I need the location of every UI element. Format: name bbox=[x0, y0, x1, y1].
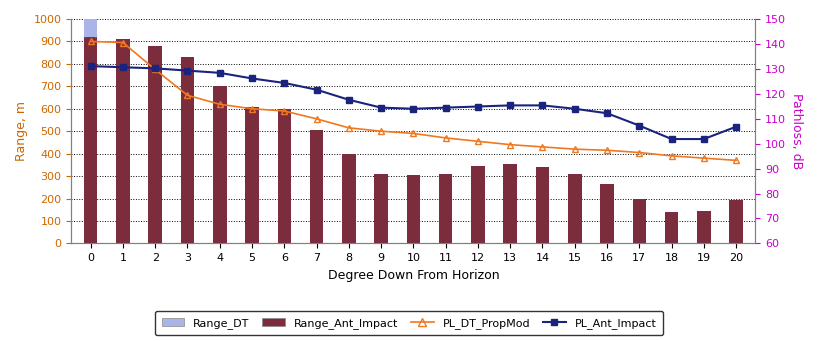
PL_DT_PropMod bbox=[118, 41, 128, 45]
PL_DT_PropMod bbox=[151, 68, 160, 72]
Bar bbox=[730, 199, 743, 243]
PL_Ant_Impact bbox=[312, 88, 321, 92]
Bar bbox=[407, 175, 420, 243]
Bar bbox=[632, 221, 646, 243]
PL_DT_PropMod bbox=[280, 109, 290, 113]
Bar bbox=[116, 48, 130, 243]
PL_Ant_Impact bbox=[731, 125, 741, 129]
PL_DT_PropMod bbox=[473, 139, 483, 143]
PL_DT_PropMod bbox=[506, 143, 515, 147]
Bar bbox=[568, 219, 582, 243]
PL_DT_PropMod bbox=[731, 158, 741, 162]
PL_DT_PropMod bbox=[570, 147, 580, 151]
PL_Ant_Impact bbox=[151, 66, 160, 70]
PL_Ant_Impact bbox=[699, 137, 708, 141]
PL_DT_PropMod bbox=[215, 102, 225, 106]
Bar bbox=[342, 154, 356, 243]
PL_Ant_Impact bbox=[344, 98, 353, 102]
Legend: Range_DT, Range_Ant_Impact, PL_DT_PropMod, PL_Ant_Impact: Range_DT, Range_Ant_Impact, PL_DT_PropMo… bbox=[155, 311, 663, 336]
Bar bbox=[665, 222, 678, 243]
Bar bbox=[632, 198, 646, 243]
Bar bbox=[310, 130, 323, 243]
Bar bbox=[568, 174, 582, 243]
Bar bbox=[697, 211, 711, 243]
PL_DT_PropMod bbox=[602, 148, 612, 152]
PL_DT_PropMod bbox=[667, 154, 676, 158]
Bar bbox=[697, 223, 711, 243]
PL_DT_PropMod bbox=[247, 107, 257, 111]
Bar bbox=[439, 174, 452, 243]
Bar bbox=[342, 195, 356, 243]
Bar bbox=[148, 46, 162, 243]
PL_Ant_Impact bbox=[376, 106, 386, 110]
Bar bbox=[148, 50, 162, 243]
PL_DT_PropMod bbox=[537, 145, 547, 149]
Bar bbox=[213, 147, 227, 243]
X-axis label: Degree Down From Horizon: Degree Down From Horizon bbox=[327, 269, 499, 282]
PL_Ant_Impact bbox=[506, 103, 515, 107]
PL_DT_PropMod bbox=[376, 129, 386, 133]
PL_Ant_Impact bbox=[602, 111, 612, 115]
PL_Ant_Impact bbox=[635, 123, 645, 128]
PL_Ant_Impact bbox=[537, 103, 547, 107]
Y-axis label: Pathloss, dB: Pathloss, dB bbox=[790, 93, 803, 169]
Bar bbox=[536, 217, 549, 243]
PL_DT_PropMod bbox=[699, 156, 708, 160]
Bar bbox=[116, 39, 130, 243]
Bar bbox=[213, 86, 227, 243]
Bar bbox=[375, 201, 388, 243]
Bar bbox=[503, 164, 517, 243]
PL_Ant_Impact bbox=[215, 71, 225, 75]
Bar bbox=[181, 57, 194, 243]
Bar bbox=[245, 106, 258, 243]
PL_Ant_Impact bbox=[280, 81, 290, 85]
PL_DT_PropMod bbox=[312, 117, 321, 121]
PL_DT_PropMod bbox=[441, 136, 451, 140]
Bar bbox=[310, 189, 323, 243]
PL_DT_PropMod bbox=[182, 93, 192, 97]
Bar bbox=[245, 166, 258, 243]
Bar bbox=[277, 109, 291, 243]
Bar bbox=[375, 174, 388, 243]
Bar bbox=[503, 214, 517, 243]
Bar bbox=[407, 204, 420, 243]
PL_DT_PropMod bbox=[344, 126, 353, 130]
PL_Ant_Impact bbox=[667, 137, 676, 141]
PL_Ant_Impact bbox=[118, 65, 128, 69]
Bar bbox=[277, 178, 291, 243]
Bar bbox=[84, 37, 97, 243]
PL_DT_PropMod bbox=[86, 40, 96, 44]
Line: PL_Ant_Impact: PL_Ant_Impact bbox=[88, 63, 739, 142]
Line: PL_DT_PropMod: PL_DT_PropMod bbox=[88, 38, 739, 164]
Bar bbox=[181, 113, 194, 243]
Bar bbox=[665, 212, 678, 243]
Bar bbox=[600, 219, 614, 243]
PL_Ant_Impact bbox=[473, 104, 483, 108]
PL_DT_PropMod bbox=[635, 150, 645, 154]
Bar bbox=[600, 184, 614, 243]
PL_Ant_Impact bbox=[408, 107, 418, 111]
PL_Ant_Impact bbox=[570, 107, 580, 111]
Bar bbox=[471, 166, 485, 243]
PL_DT_PropMod bbox=[408, 131, 418, 135]
PL_Ant_Impact bbox=[247, 76, 257, 80]
Bar bbox=[439, 207, 452, 243]
Y-axis label: Range, m: Range, m bbox=[15, 101, 28, 161]
PL_Ant_Impact bbox=[441, 106, 451, 110]
PL_Ant_Impact bbox=[182, 69, 192, 73]
Bar bbox=[471, 212, 485, 243]
Bar bbox=[84, 19, 97, 243]
Bar bbox=[730, 224, 743, 243]
Bar bbox=[536, 167, 549, 243]
PL_Ant_Impact bbox=[86, 64, 96, 68]
